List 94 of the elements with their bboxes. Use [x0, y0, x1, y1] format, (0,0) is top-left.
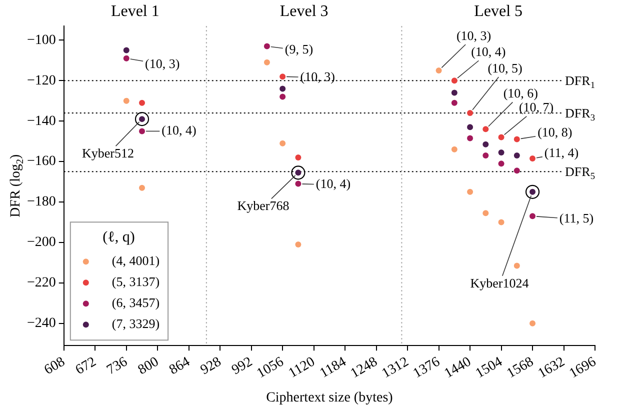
point: [295, 180, 302, 187]
x-tick-label: 1568: [504, 354, 536, 382]
text: Level 1: [110, 3, 160, 20]
annotation: (10, 4): [471, 44, 506, 60]
point: [123, 98, 130, 104]
x-tick-label: 1248: [348, 354, 380, 382]
y-tick-label: −160: [26, 154, 56, 170]
y-tick-label: −120: [26, 73, 56, 88]
x-tick-label: 608: [42, 354, 68, 378]
x-tick-label: 1440: [442, 354, 474, 382]
point: [482, 152, 489, 158]
point: [482, 210, 489, 216]
x-tick-label: 1056: [254, 354, 286, 382]
y-tick-label: −180: [26, 194, 56, 210]
annotation: (10, 7): [518, 100, 554, 115]
point: [525, 184, 540, 199]
annotation: (10, 4): [316, 176, 351, 192]
x-tick-label: 864: [167, 354, 193, 378]
x-tick-label: 1632: [536, 354, 568, 382]
x-tick-label: 1184: [318, 354, 349, 382]
y-tick-label: −220: [26, 276, 56, 291]
point: [295, 241, 302, 248]
y-tick-label: −140: [26, 114, 56, 129]
point: [530, 320, 536, 326]
annotation: (11, 4): [544, 144, 579, 160]
annotation: Kyber768: [237, 198, 290, 214]
point: [280, 86, 286, 92]
legend-title: (ℓ, q): [102, 230, 135, 246]
y-tick-label: −240: [26, 316, 56, 332]
text: Level 5: [474, 3, 523, 20]
point: [264, 59, 270, 66]
point: [139, 128, 145, 134]
point: [467, 135, 474, 142]
point: [498, 160, 504, 167]
y-tick-label: −200: [26, 235, 56, 250]
annotation: (10, 3): [300, 69, 335, 84]
annotation: Kyber512: [82, 145, 134, 160]
point: [498, 149, 504, 156]
annotation: (10, 8): [538, 124, 572, 140]
point: [514, 136, 520, 142]
x-tick-label: 672: [73, 354, 99, 378]
point: [467, 188, 474, 195]
x-tick-label: 928: [198, 354, 224, 378]
legend-label: (7, 3329): [112, 316, 160, 332]
y-axis-title: DFR (log2): [8, 154, 26, 218]
point: [451, 78, 458, 84]
annotation: (10, 5): [488, 60, 522, 76]
point: [280, 140, 286, 146]
x-tick-label: 1376: [410, 354, 443, 382]
point: [467, 124, 474, 130]
legend-label: (4, 4001): [112, 253, 160, 268]
point: [264, 43, 270, 50]
point: [514, 152, 520, 158]
annotation: Kyber1024: [470, 275, 530, 290]
point: [514, 262, 520, 269]
point: [280, 74, 286, 80]
point: [467, 110, 474, 116]
point: [482, 141, 489, 148]
point: [530, 156, 536, 162]
annotation: (10, 6): [503, 86, 538, 101]
x-tick-label: 800: [136, 354, 162, 378]
point: [295, 154, 302, 160]
point: [139, 100, 145, 106]
x-tick-label: 1504: [473, 354, 506, 382]
point: [291, 166, 306, 180]
annotation: (11, 5): [559, 210, 594, 226]
annotation: (10, 4): [162, 122, 196, 138]
x-tick-label: 1696: [567, 354, 599, 382]
point: [498, 219, 504, 226]
point: [451, 100, 458, 106]
point: [139, 184, 145, 191]
point: [482, 126, 489, 132]
annotation: (10, 3): [456, 28, 492, 43]
point: [451, 146, 458, 152]
point: [498, 134, 504, 140]
annotation: (10, 3): [145, 56, 180, 71]
point: [123, 55, 130, 62]
y-tick-label: −100: [26, 32, 56, 48]
x-tick-label: 992: [229, 354, 256, 378]
x-tick-label: 1120: [286, 354, 318, 382]
legend-label: (5, 3137): [112, 274, 160, 290]
point: [134, 112, 150, 126]
text: Level 3: [280, 3, 328, 20]
x-tick-label: 1312: [380, 354, 412, 382]
x-axis-title: Ciphertext size (bytes): [266, 390, 394, 406]
point: [280, 94, 286, 100]
x-tick-label: 736: [104, 354, 130, 378]
annotation: (9, 5): [284, 42, 314, 57]
point: [514, 168, 520, 174]
point: [451, 90, 458, 96]
legend-label: (6, 3457): [112, 295, 160, 310]
point: [530, 213, 536, 220]
point: [123, 47, 130, 54]
point: [436, 68, 442, 74]
